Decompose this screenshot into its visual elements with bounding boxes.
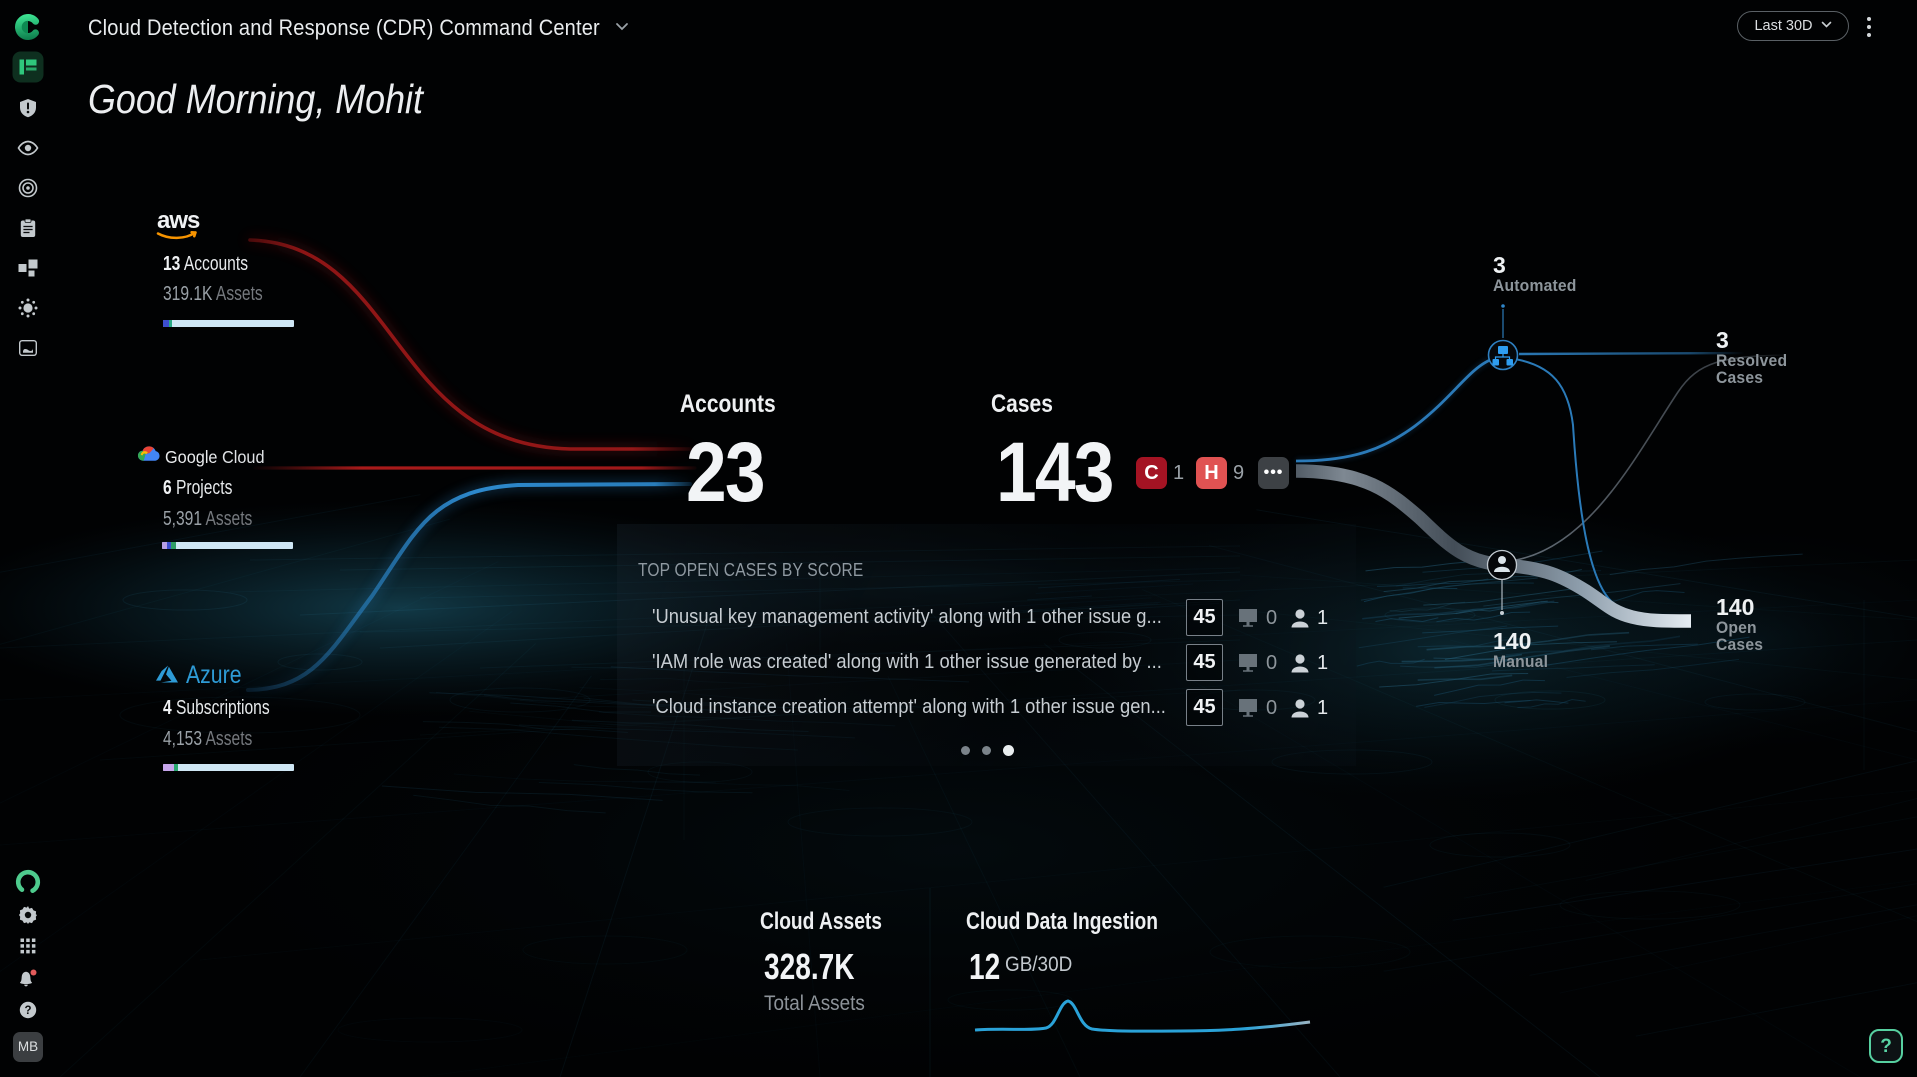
- svg-text:?: ?: [24, 1005, 31, 1017]
- svg-text:aws: aws: [157, 207, 200, 234]
